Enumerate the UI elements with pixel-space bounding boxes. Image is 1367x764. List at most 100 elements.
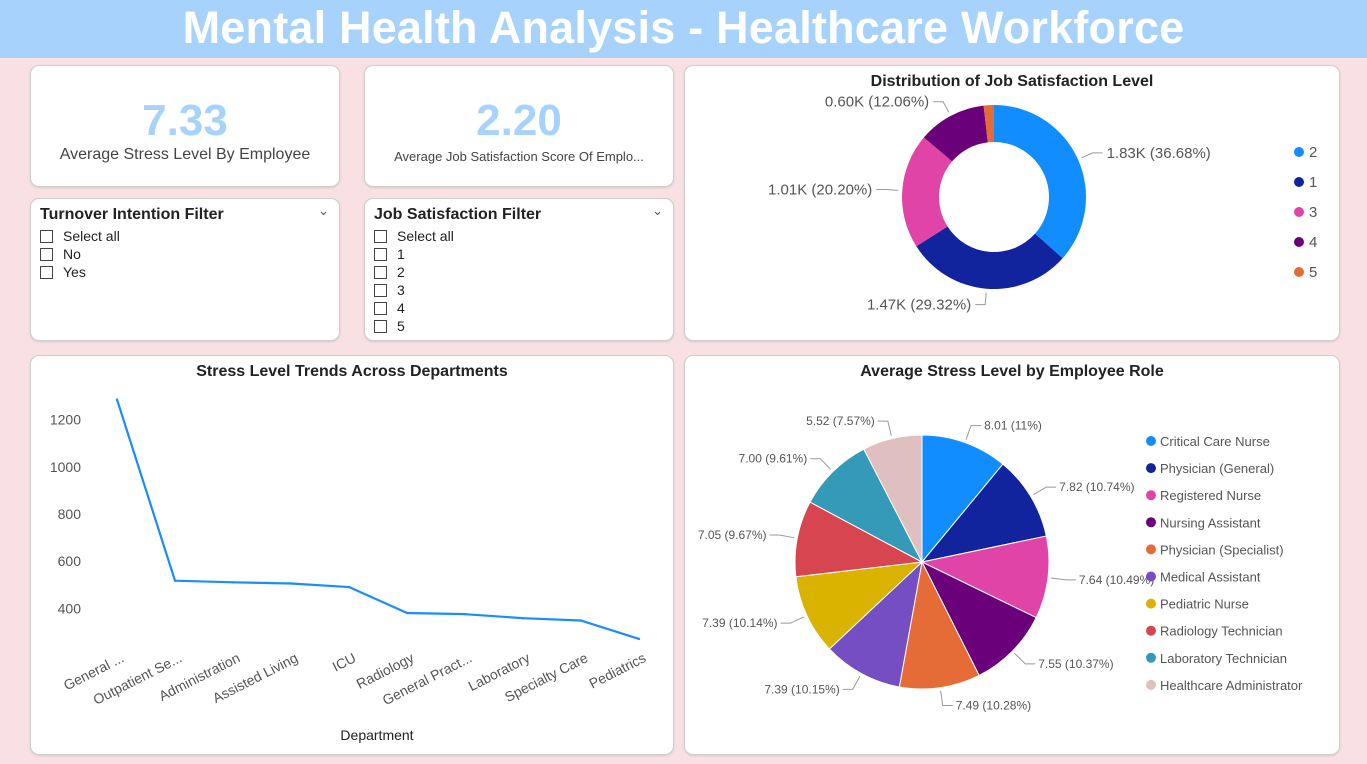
turnover-option[interactable]: Select all — [40, 227, 120, 245]
job-satisfaction-filter-title: Job Satisfaction Filter — [374, 206, 542, 223]
job-satisfaction-filter[interactable]: Job Satisfaction Filter ⌄ Select all 1 2 3 4… — [364, 198, 674, 341]
job-satisfaction-option[interactable]: 1 — [374, 245, 454, 263]
line-point[interactable] — [231, 581, 235, 584]
line-chart-title: Stress Level Trends Across Departments — [196, 363, 508, 380]
legend-label[interactable]: 5 — [1309, 264, 1317, 281]
line-point[interactable] — [405, 611, 409, 615]
pie-chart-card: Average Stress Level by Employee Role 8.… — [684, 355, 1340, 755]
y-tick-label: 600 — [58, 553, 82, 569]
legend-label[interactable]: 1 — [1309, 174, 1317, 191]
x-tick-label: Pediatrics — [586, 649, 648, 691]
job-satisfaction-option-label: 1 — [397, 246, 405, 262]
checkbox[interactable] — [374, 265, 387, 279]
turnover-option[interactable]: No — [40, 245, 120, 263]
pie-slice[interactable] — [898, 560, 980, 690]
checkbox[interactable] — [374, 301, 387, 315]
line-point[interactable] — [289, 582, 293, 585]
line-chart-card: Stress Level Trends Across Departments 4… — [30, 355, 674, 755]
donut-slice-3[interactable] — [902, 137, 953, 247]
line-point[interactable] — [521, 616, 525, 620]
legend-marker — [1146, 679, 1156, 690]
turnover-option-label: No — [63, 246, 81, 262]
turnover-filter-title: Turnover Intention Filter — [40, 206, 224, 223]
checkbox[interactable] — [40, 265, 53, 279]
pie-leader-line — [842, 675, 861, 690]
legend-label[interactable]: Medical Assistant — [1160, 570, 1261, 585]
chevron-down-icon[interactable]: ⌄ — [318, 203, 329, 218]
line-point[interactable] — [579, 619, 583, 622]
pie-data-label: 7.39 (10.15%) — [764, 682, 839, 696]
legend-marker — [1294, 147, 1304, 157]
legend-label[interactable]: Radiology Technician — [1160, 624, 1283, 639]
pie-slice[interactable] — [920, 560, 1037, 677]
donut-chart-title: Distribution of Job Satisfaction Level — [870, 73, 1154, 90]
checkbox[interactable] — [374, 229, 387, 243]
kpi-stress-label: Average Stress Level By Employee — [59, 146, 311, 163]
job-satisfaction-option[interactable]: Select all — [374, 227, 454, 245]
pie-data-label: 8.01 (11%) — [984, 419, 1042, 433]
donut-slice-1[interactable] — [916, 226, 1063, 289]
pie-slice[interactable] — [828, 560, 923, 688]
checkbox[interactable] — [40, 229, 53, 243]
legend-label[interactable]: Pediatric Nurse — [1160, 597, 1249, 612]
job-satisfaction-option[interactable]: 5 — [374, 317, 454, 335]
pie-slice[interactable] — [794, 501, 924, 578]
y-tick-label: 1000 — [50, 459, 81, 475]
pie-slice[interactable] — [809, 448, 924, 564]
pie-slice[interactable] — [920, 535, 1050, 619]
legend-label[interactable]: 4 — [1309, 234, 1317, 251]
legend-marker — [1146, 490, 1156, 501]
line-point[interactable] — [463, 612, 467, 616]
line-point[interactable] — [637, 637, 641, 641]
chevron-down-icon[interactable]: ⌄ — [652, 203, 663, 218]
checkbox[interactable] — [374, 283, 387, 297]
job-satisfaction-option[interactable]: 3 — [374, 281, 454, 299]
legend-label[interactable]: Laboratory Technician — [1160, 651, 1287, 666]
kpi-card-satisfaction[interactable]: 2.20 Average Job Satisfaction Score Of E… — [364, 65, 674, 187]
legend-label[interactable]: Physician (Specialist) — [1160, 542, 1284, 557]
x-axis-title: Department — [340, 727, 413, 743]
donut-data-label: 1.01K (20.20%) — [768, 182, 872, 199]
donut-slice-4[interactable] — [923, 105, 988, 162]
legend-label[interactable]: Healthcare Administrator — [1160, 678, 1303, 693]
kpi-card-stress[interactable]: 7.33 Average Stress Level By Employee — [30, 65, 340, 187]
checkbox[interactable] — [374, 319, 387, 333]
donut-slice-5[interactable] — [983, 105, 994, 143]
y-tick-label: 800 — [58, 506, 82, 522]
legend-label[interactable]: Critical Care Nurse — [1160, 434, 1270, 449]
legend-marker — [1146, 436, 1156, 446]
turnover-intention-filter[interactable]: Turnover Intention Filter ⌄ Select all No… — [30, 198, 340, 341]
x-tick-label: ICU — [330, 649, 359, 674]
line-point[interactable] — [173, 579, 177, 582]
checkbox[interactable] — [40, 247, 53, 261]
line-series[interactable] — [115, 399, 640, 640]
legend-label[interactable]: Physician (General) — [1160, 461, 1274, 476]
pie-slice[interactable] — [921, 434, 1004, 564]
job-satisfaction-options: Select all 1 2 3 4 5 — [374, 227, 454, 335]
line-point[interactable] — [115, 398, 119, 401]
legend-label[interactable]: 3 — [1309, 204, 1317, 221]
checkbox[interactable] — [374, 247, 387, 261]
pie-slice[interactable] — [863, 434, 923, 563]
legend-marker — [1146, 598, 1156, 609]
pie-data-label: 7.82 (10.74%) — [1059, 480, 1134, 494]
pie-slice[interactable] — [920, 463, 1047, 563]
donut-slice-2[interactable] — [994, 105, 1086, 259]
y-tick-label: 1200 — [50, 412, 81, 428]
line-point[interactable] — [347, 585, 351, 589]
legend-marker — [1294, 207, 1304, 217]
pie-data-label: 7.05 (9.67%) — [698, 528, 767, 542]
pie-leader-line — [965, 425, 982, 440]
legend-label[interactable]: Registered Nurse — [1160, 488, 1261, 503]
pie-chart: 8.01 (11%) 7.82 (10.74%) 7.64 (10.49%) 7.55… — [698, 414, 1303, 712]
y-tick-label: 400 — [58, 600, 82, 616]
job-satisfaction-option[interactable]: 4 — [374, 299, 454, 317]
legend-label[interactable]: 2 — [1309, 144, 1317, 161]
legend-label[interactable]: Nursing Assistant — [1160, 515, 1261, 530]
job-satisfaction-option[interactable]: 2 — [374, 263, 454, 281]
pie-slice[interactable] — [795, 561, 924, 650]
pie-data-label: 7.00 (9.61%) — [739, 452, 808, 466]
turnover-option[interactable]: Yes — [40, 263, 120, 281]
pie-leader-line — [780, 616, 805, 624]
